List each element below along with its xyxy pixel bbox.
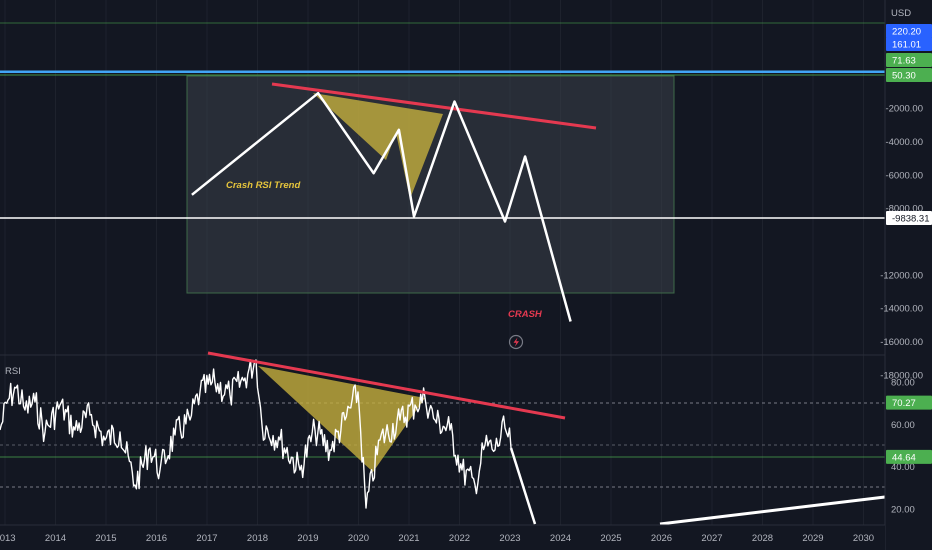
rsi-recovery-projection[interactable] — [659, 495, 886, 526]
year-tick-2027: 2027 — [701, 533, 722, 544]
rsi-badges: 70.27 44.64 — [886, 395, 932, 464]
svg-text:220.20: 220.20 — [892, 27, 921, 38]
price-axis[interactable]: USD -2000.00 -4000.00 -6000.00 -8000.00 -120… — [880, 0, 932, 550]
price-badge: -9838.31 — [886, 211, 932, 225]
price-tick: -16000.00 — [880, 337, 923, 348]
rsi-tick: 60.00 — [891, 420, 915, 431]
year-tick-2016: 2016 — [146, 533, 167, 544]
price-tick: -4000.00 — [885, 137, 923, 148]
year-tick-2015: 2015 — [95, 533, 116, 544]
price-tick: -14000.00 — [880, 304, 923, 315]
rsi-trendline[interactable] — [207, 351, 566, 420]
year-tick-2013: 2013 — [0, 533, 16, 544]
svg-text:71.63: 71.63 — [892, 56, 916, 67]
svg-text:-9838.31: -9838.31 — [892, 214, 930, 225]
svg-text:70.27: 70.27 — [892, 398, 916, 409]
year-tick-2022: 2022 — [449, 533, 470, 544]
year-tick-labels: 2013 2014 2015 2016 2017 2018 2019 2020 2021 2022… — [0, 533, 874, 544]
rsi-badge: 44.64 — [886, 449, 932, 464]
year-tick-2028: 2028 — [752, 533, 773, 544]
price-tick: -2000.00 — [885, 104, 923, 115]
price-badge: 220.20 — [886, 24, 932, 38]
year-tick-2026: 2026 — [651, 533, 672, 544]
price-triangle-pattern[interactable] — [313, 93, 443, 199]
svg-text:161.01: 161.01 — [892, 40, 921, 51]
year-tick-2029: 2029 — [802, 533, 823, 544]
rsi-pane[interactable]: RSI — [0, 351, 886, 526]
price-tick-labels: -2000.00 -4000.00 -6000.00 -8000.00 -12000.0… — [880, 104, 923, 382]
price-badges: 220.20 161.01 71.63 50.30 -9838.31 — [886, 24, 932, 225]
year-tick-2023: 2023 — [499, 533, 520, 544]
rsi-tick-labels: 80.00 60.00 40.00 20.00 — [891, 378, 915, 516]
rsi-series-line[interactable] — [0, 359, 512, 509]
year-tick-2020: 2020 — [348, 533, 369, 544]
price-trendline[interactable] — [271, 82, 597, 130]
year-tick-2025: 2025 — [600, 533, 621, 544]
price-tick: -12000.00 — [880, 270, 923, 281]
lightning-icon[interactable] — [508, 334, 524, 350]
year-tick-2019: 2019 — [297, 533, 318, 544]
rsi-crash-projection[interactable] — [509, 447, 537, 525]
projection-path[interactable] — [191, 91, 572, 322]
year-tick-2024: 2024 — [550, 533, 571, 544]
price-pane[interactable]: Crash RSI Trend CRASH — [0, 22, 885, 350]
rsi-tick: 40.00 — [891, 462, 915, 473]
currency-label: USD — [891, 8, 911, 19]
year-tick-2017: 2017 — [196, 533, 217, 544]
rsi-tick: 80.00 — [891, 378, 915, 389]
year-tick-2018: 2018 — [247, 533, 268, 544]
rsi-tick: 20.00 — [891, 505, 915, 516]
rsi-label: RSI — [5, 366, 21, 377]
rsi-badge: 70.27 — [886, 395, 932, 410]
price-tick: -6000.00 — [885, 170, 923, 181]
year-tick-2030: 2030 — [853, 533, 874, 544]
svg-text:44.64: 44.64 — [892, 452, 916, 463]
price-badge: 50.30 — [886, 68, 932, 82]
year-tick-2021: 2021 — [398, 533, 419, 544]
year-tick-2014: 2014 — [45, 533, 66, 544]
price-level-line-blue — [0, 70, 885, 73]
price-tick: -8000.00 — [885, 204, 923, 215]
trend-label: Crash RSI Trend — [226, 180, 300, 191]
time-axis[interactable]: 2013 2014 2015 2016 2017 2018 2019 2020 2021 2022… — [0, 524, 885, 550]
price-badge: 161.01 — [886, 37, 932, 51]
crash-label: CRASH — [508, 309, 543, 320]
price-tick: -18000.00 — [880, 370, 923, 381]
price-badge: 71.63 — [886, 53, 932, 67]
svg-text:50.30: 50.30 — [892, 71, 916, 82]
